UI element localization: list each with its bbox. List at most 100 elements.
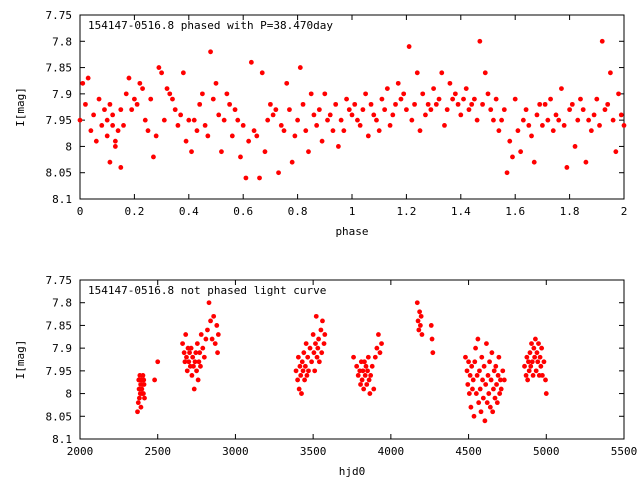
unphased-data-point — [501, 377, 507, 383]
unphased-data-point — [351, 354, 356, 360]
phased-x-tick-label: 0.4 — [179, 205, 199, 218]
phased-x-tick-label: 1.4 — [451, 205, 471, 218]
phased-data-point — [229, 133, 235, 139]
phased-data-point — [137, 80, 143, 86]
phased-data-point — [284, 80, 290, 86]
unphased-data-point — [306, 368, 311, 374]
unphased-data-point — [491, 386, 496, 392]
phased-data-point — [618, 112, 624, 118]
unphased-data-point — [313, 341, 318, 346]
unphased-y-tick-label: 8 — [65, 388, 72, 401]
unphased-data-point — [488, 377, 494, 383]
unphased-data-point — [205, 327, 210, 333]
phased-x-tick-label: 2 — [621, 205, 628, 218]
phased-data-point — [561, 123, 567, 128]
phased-data-point — [180, 70, 186, 76]
unphased-data-point — [211, 313, 217, 319]
phased-data-point — [501, 107, 507, 113]
phased-data-point — [259, 70, 265, 76]
phased-data-point — [235, 117, 241, 123]
unphased-data-point — [302, 363, 308, 369]
phased-y-tick-label: 7.95 — [46, 114, 73, 127]
phased-data-point — [341, 128, 347, 134]
phased-data-point — [156, 65, 162, 70]
unphased-data-point — [491, 368, 497, 374]
phased-data-point — [357, 123, 363, 128]
unphased-data-point — [183, 332, 189, 337]
unphased-data-point — [300, 368, 306, 374]
phased-data-point — [575, 117, 581, 123]
phased-data-point — [510, 154, 515, 160]
phased-y-tick-label: 7.9 — [52, 88, 72, 101]
unphased-data-point — [368, 373, 374, 378]
phased-data-point — [240, 123, 246, 128]
phased-data-point — [134, 101, 140, 107]
phased-data-point — [520, 117, 526, 123]
phased-data-point — [126, 75, 132, 81]
unphased-data-point — [191, 363, 196, 369]
unphased-data-point — [540, 373, 545, 378]
unphased-data-point — [141, 382, 147, 387]
unphased-data-point — [494, 382, 499, 387]
phased-data-point — [254, 133, 260, 139]
unphased-data-point — [196, 359, 202, 365]
phased-data-point — [382, 107, 388, 113]
phased-data-point — [153, 133, 159, 139]
phased-data-point — [145, 128, 151, 134]
unphased-data-point — [482, 418, 488, 424]
unphased-y-tick-label: 8.05 — [46, 410, 73, 423]
phased-data-point — [512, 96, 518, 102]
unphased-data-point — [136, 395, 142, 401]
unphased-data-point — [191, 386, 197, 392]
phased-x-tick-label: 0.2 — [124, 205, 144, 218]
phased-data-point — [588, 128, 594, 134]
unphased-data-point — [466, 391, 472, 396]
phased-data-point — [83, 101, 88, 107]
phased-data-point — [314, 123, 320, 128]
unphased-data-point — [477, 368, 482, 374]
phased-data-point — [578, 96, 583, 102]
phased-x-tick-label: 0.6 — [233, 205, 253, 218]
phased-data-point — [518, 149, 524, 155]
unphased-data-point — [496, 354, 502, 360]
unphased-data-point — [311, 350, 317, 356]
unphased-data-point — [498, 386, 504, 392]
unphased-data-point — [414, 300, 420, 306]
phased-data-point — [597, 123, 602, 128]
unphased-data-point — [141, 377, 147, 383]
unphased-data-point — [215, 332, 221, 337]
unphased-data-point — [139, 386, 145, 392]
phased-data-point — [346, 107, 352, 113]
phased-data-point — [316, 107, 322, 113]
unphased-data-point — [522, 363, 527, 369]
phased-data-point — [507, 138, 513, 144]
unphased-data-point — [416, 327, 422, 333]
unphased-data-point — [493, 363, 499, 369]
phased-data-point — [170, 96, 175, 102]
phased-data-point — [537, 101, 543, 107]
phased-data-point — [431, 86, 436, 91]
phased-y-tick-label: 8 — [65, 140, 72, 153]
phased-data-point — [444, 107, 450, 113]
unphased-plot-frame — [79, 279, 625, 440]
unphased-y-tick-label: 7.85 — [46, 319, 73, 332]
unphased-data-point — [543, 377, 548, 383]
unphased-data-point — [473, 345, 478, 351]
unphased-data-point — [138, 404, 144, 410]
unphased-data-point — [529, 341, 534, 346]
phased-data-point — [262, 149, 268, 155]
phased-data-point — [425, 101, 431, 107]
unphased-data-point — [543, 391, 549, 396]
phased-data-point — [257, 175, 262, 181]
phased-plot-frame — [79, 14, 625, 200]
unphased-data-point — [495, 373, 501, 378]
phased-data-point — [586, 117, 592, 123]
unphased-data-point — [467, 373, 473, 378]
unphased-data-point — [188, 345, 194, 351]
phased-data-point — [349, 112, 355, 118]
phased-data-point — [88, 128, 94, 134]
phased-data-point — [420, 91, 426, 97]
phased-data-point — [423, 112, 428, 118]
unphased-data-point — [302, 377, 307, 383]
unphased-data-point — [470, 377, 476, 383]
